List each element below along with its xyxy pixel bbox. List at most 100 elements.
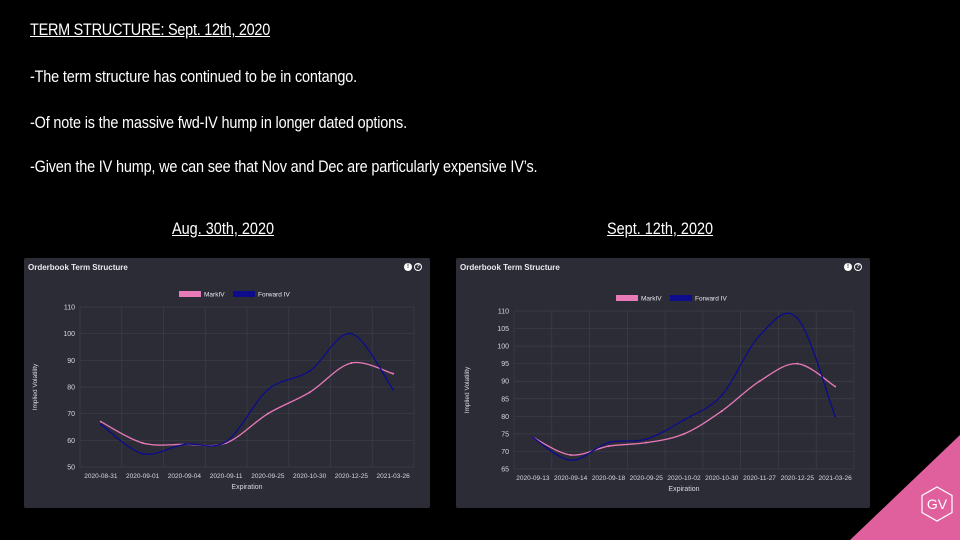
legend-label: MarkIV — [641, 296, 662, 303]
data-point — [183, 443, 186, 446]
y-tick-label: 110 — [498, 309, 509, 316]
logo-text: GV — [927, 496, 948, 512]
x-tick-label: 2020-11-27 — [743, 475, 776, 482]
data-point — [266, 388, 269, 391]
data-point — [607, 441, 610, 444]
chart-panel-left: Orderbook Term Structure ! ? 50 60 70 80 90 1… — [24, 258, 430, 508]
x-tick-label: 2020-09-25 — [251, 473, 285, 480]
x-axis-label: Expiration — [668, 486, 699, 493]
chart-header-icons: ! ? — [404, 263, 422, 271]
term-structure-chart: 65 70 75 80 85 90 95 100 105 110 2020-09-13 2020-09… — [464, 295, 855, 493]
data-point — [266, 412, 269, 415]
series-line-markiv — [532, 363, 836, 456]
legend-swatch — [233, 291, 255, 297]
chart-date-right: Sept. 12th, 2020 — [607, 219, 714, 238]
y-tick-label: 105 — [497, 326, 509, 333]
y-tick-label: 110 — [64, 305, 75, 312]
data-point — [225, 440, 228, 443]
info-icon[interactable]: ! — [404, 263, 412, 271]
legend-label: Forward IV — [258, 292, 290, 299]
data-point — [308, 370, 311, 372]
data-point — [645, 438, 648, 441]
legend-swatch — [616, 295, 638, 301]
corner-triangle — [850, 435, 960, 540]
data-point — [350, 362, 353, 364]
info-icon[interactable]: ! — [844, 263, 852, 271]
data-point — [99, 420, 102, 423]
chart-date-left: Aug. 30th, 2020 — [172, 219, 275, 238]
x-tick-label: 2020-09-18 — [592, 475, 626, 482]
y-tick-label: 80 — [501, 414, 509, 421]
legend-label: MarkIV — [204, 292, 225, 299]
y-tick-label: 60 — [67, 438, 75, 445]
y-tick-label: 65 — [501, 467, 509, 474]
x-tick-label: 2020-10-30 — [293, 473, 327, 480]
y-tick-label: 100 — [497, 344, 509, 351]
x-tick-label: 2020-09-01 — [126, 473, 160, 480]
y-tick-label: 90 — [67, 358, 75, 365]
data-point — [720, 394, 723, 397]
gv-logo: GV — [850, 435, 960, 540]
data-point — [758, 334, 761, 337]
data-point — [683, 432, 685, 435]
y-axis-label: Implied Volatility — [464, 366, 471, 413]
legend-swatch — [179, 291, 201, 297]
x-tick-label: 2020-12-25 — [335, 473, 369, 480]
series-line-forward-iv — [532, 312, 836, 461]
slide-title: TERM STRUCTURE: Sept. 12th, 2020 — [30, 20, 270, 39]
data-point — [758, 380, 761, 383]
data-point — [141, 452, 144, 455]
data-point — [834, 385, 837, 388]
bullet-iv-hump: -Of note is the massive fwd-IV hump in l… — [30, 113, 407, 132]
data-point — [683, 418, 685, 421]
data-point — [531, 436, 534, 439]
legend-label: Forward IV — [695, 296, 727, 303]
y-tick-label: 50 — [67, 465, 75, 472]
y-tick-label: 75 — [501, 431, 509, 438]
bullet-expensive-iv: -Given the IV hump, we can see that Nov … — [30, 157, 538, 176]
data-point — [569, 459, 572, 462]
x-tick-label: 2021-03-26 — [818, 475, 852, 482]
data-point — [392, 388, 395, 391]
x-tick-label: 2020-09-13 — [516, 475, 550, 482]
data-point — [308, 391, 311, 394]
data-point — [796, 362, 799, 365]
term-structure-chart: 50 60 70 80 90 100 110 2020-08-31 2020-09-01 2020… — [32, 291, 415, 491]
data-point — [392, 372, 395, 375]
x-tick-label: 2020-08-31 — [84, 473, 118, 480]
x-tick-label: 2021-03-26 — [377, 473, 411, 480]
y-tick-label: 95 — [501, 361, 509, 368]
bullet-contango: -The term structure has continued to be … — [30, 67, 357, 86]
y-tick-label: 85 — [501, 396, 509, 403]
y-tick-label: 80 — [67, 385, 75, 392]
x-tick-label: 2020-09-11 — [210, 473, 243, 480]
data-point — [99, 423, 102, 426]
legend-swatch — [670, 295, 692, 301]
chart-panel-right: Orderbook Term Structure ! ? 65 70 75 80 85 9… — [456, 258, 870, 508]
y-tick-label: 90 — [501, 379, 509, 386]
x-tick-label: 2020-09-25 — [630, 475, 664, 482]
x-tick-label: 2020-09-14 — [554, 475, 588, 482]
chart-title: Orderbook Term Structure — [28, 263, 128, 272]
help-icon[interactable]: ? — [854, 263, 862, 271]
chart-header-icons: ! ? — [844, 263, 862, 271]
y-axis-label: Implied Volatility — [32, 363, 39, 410]
y-tick-label: 70 — [501, 449, 509, 456]
x-tick-label: 2020-12-25 — [781, 475, 815, 482]
y-tick-label: 100 — [63, 331, 75, 338]
data-point — [607, 445, 610, 448]
data-point — [350, 332, 353, 335]
data-point — [834, 415, 837, 418]
data-point — [796, 317, 799, 320]
chart-title: Orderbook Term Structure — [460, 263, 560, 272]
data-point — [569, 453, 572, 456]
x-tick-label: 2020-09-04 — [168, 473, 202, 480]
hexagon-icon — [921, 486, 953, 522]
series-line-markiv — [100, 361, 394, 447]
help-icon[interactable]: ? — [414, 263, 422, 271]
x-tick-label: 2020-10-30 — [705, 475, 739, 482]
data-point — [141, 442, 144, 444]
y-tick-label: 70 — [67, 411, 75, 418]
data-point — [720, 410, 723, 413]
data-point — [645, 441, 648, 444]
